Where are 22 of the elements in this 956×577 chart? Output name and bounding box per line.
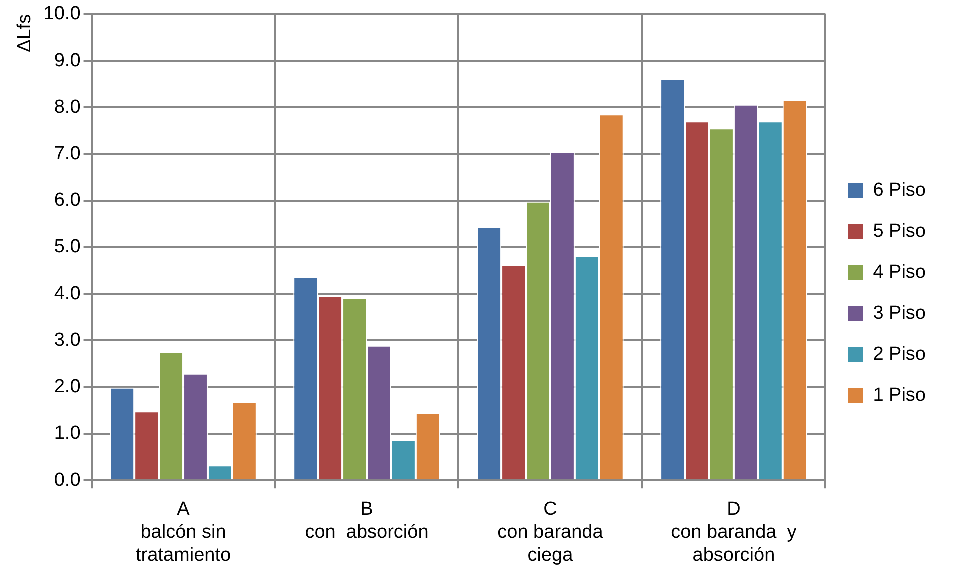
y-tick-label: 0.0 (54, 470, 81, 491)
y-tick-label: 6.0 (54, 190, 81, 212)
y-tick-label: 9.0 (54, 50, 81, 72)
y-tick-label: 4.0 (54, 283, 81, 304)
legend-label: 1 Piso (873, 385, 926, 406)
x-tick-label: D con baranda y absorción (671, 499, 798, 566)
y-tick-label: 1.0 (54, 423, 81, 444)
legend-label: 4 Piso (873, 262, 926, 284)
x-tick-label: C con baranda ciega (498, 499, 604, 566)
legend-label: 6 Piso (873, 180, 926, 202)
legend-label: 3 Piso (873, 303, 926, 324)
legend-label: 5 Piso (873, 221, 926, 242)
y-axis-title: ΔLfs (14, 14, 36, 52)
y-tick-label: 2.0 (54, 376, 81, 398)
y-tick-label: 5.0 (54, 236, 81, 258)
x-tick-label: B con absorción (305, 499, 429, 544)
legend-label: 2 Piso (873, 344, 926, 366)
y-tick-label: 10.0 (44, 4, 81, 25)
y-tick-label: 3.0 (54, 330, 81, 351)
y-tick-label: 7.0 (54, 143, 81, 164)
y-tick-label: 8.0 (54, 96, 81, 118)
x-tick-label: A balcón sin tratamiento (136, 499, 232, 566)
